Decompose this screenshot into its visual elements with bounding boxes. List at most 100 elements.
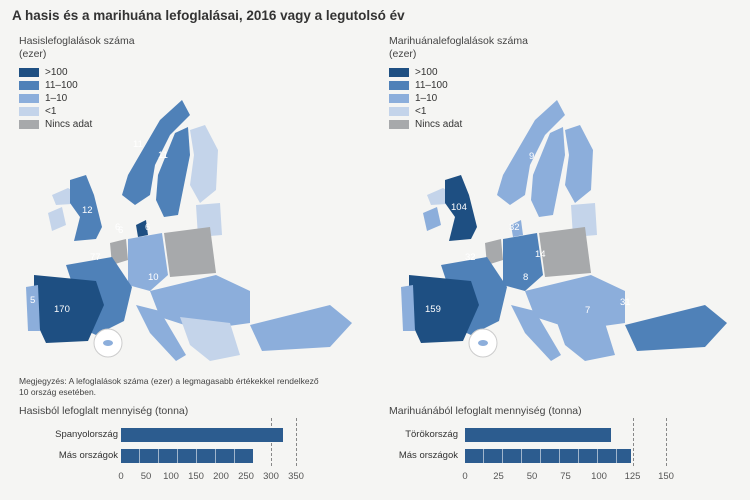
x-tick-label: 75 bbox=[560, 471, 571, 482]
bar-category-label: Spanyolország bbox=[55, 429, 118, 440]
map-country-denmark bbox=[136, 220, 148, 237]
legend-swatch bbox=[389, 94, 409, 103]
left-europe-map: 170 77 12 11 11 6 6 10 5 6 bbox=[26, 100, 352, 361]
map-country-denmark bbox=[511, 220, 523, 237]
map-country-poland bbox=[164, 227, 216, 277]
left-panel-title-line2: (ezer) bbox=[19, 48, 47, 60]
map-country-germany bbox=[128, 233, 168, 291]
x-tick-label: 100 bbox=[591, 471, 607, 482]
left-legend: >100 11–100 1–10 <1 Nincs adat bbox=[19, 66, 92, 131]
map-country-germany bbox=[503, 233, 543, 291]
right-europe-map: 159 104 32 32 14 31 9 8 7 bbox=[401, 100, 727, 361]
map-country-poland bbox=[539, 227, 591, 277]
legend-label: <1 bbox=[415, 106, 427, 117]
legend-item-gt100: >100 bbox=[389, 66, 462, 79]
legend-label: 1–10 bbox=[415, 93, 438, 104]
legend-item-gt100: >100 bbox=[19, 66, 92, 79]
legend-label: >100 bbox=[45, 67, 68, 78]
x-tick-label: 350 bbox=[288, 471, 304, 482]
map-label-norway: 11 bbox=[133, 139, 143, 150]
legend-label: Nincs adat bbox=[415, 119, 463, 130]
map-country-italy bbox=[511, 305, 561, 361]
map-country-malta bbox=[478, 340, 488, 346]
map-country-portugal bbox=[26, 285, 40, 331]
legend-swatch bbox=[389, 120, 409, 129]
bar bbox=[465, 428, 612, 442]
map-country-sweden bbox=[156, 127, 190, 217]
map-label-germany: 6 bbox=[145, 222, 150, 233]
bar bbox=[121, 428, 283, 442]
map-country-balkans bbox=[180, 317, 240, 361]
legend-swatch bbox=[19, 120, 39, 129]
legend-item-11-100: 11–100 bbox=[389, 79, 462, 92]
legend-swatch bbox=[389, 107, 409, 116]
gridline bbox=[666, 418, 667, 466]
map-country-ireland bbox=[423, 207, 441, 231]
bar-chart-title: Hasisból lefoglalt mennyiség (tonna) bbox=[19, 405, 189, 417]
legend-label: 11–100 bbox=[45, 80, 78, 91]
right-panel-title-line2: (ezer) bbox=[389, 48, 417, 60]
legend-swatch bbox=[19, 107, 39, 116]
map-country-finland bbox=[190, 125, 218, 203]
map-label-italy: 10 bbox=[148, 272, 159, 283]
legend-swatch bbox=[19, 81, 39, 90]
footnote: Megjegyzés: A lefoglalások száma (ezer) … bbox=[19, 376, 319, 397]
map-label-greece: 7 bbox=[585, 305, 590, 316]
map-label-benelux: 6 bbox=[115, 222, 120, 233]
legend-swatch bbox=[19, 68, 39, 77]
x-tick-label: 250 bbox=[238, 471, 254, 482]
x-tick-label: 50 bbox=[526, 471, 538, 482]
map-label-italy: 8 bbox=[523, 272, 528, 283]
map-label-denmark: 6 bbox=[118, 225, 123, 236]
right-panel-title: Marihuánalefoglalások száma (ezer) bbox=[389, 35, 528, 61]
x-tick-label: 0 bbox=[462, 471, 468, 482]
map-label-sweden: 11 bbox=[158, 150, 168, 161]
map-country-balkans bbox=[555, 317, 615, 361]
legend-item-1-10: 1–10 bbox=[19, 92, 92, 105]
map-label-spain: 170 bbox=[54, 304, 70, 315]
x-tick-label: 125 bbox=[624, 471, 641, 482]
bar-category-label: Törökország bbox=[405, 429, 458, 440]
x-tick-label: 150 bbox=[188, 471, 204, 482]
bar-category-label: Más országok bbox=[398, 450, 458, 461]
x-tick-label: 200 bbox=[213, 471, 229, 482]
x-tick-label: 0 bbox=[118, 471, 124, 482]
legend-label: 1–10 bbox=[45, 93, 68, 104]
left-panel-title: Hasislefoglalások száma (ezer) bbox=[19, 35, 135, 61]
legend-label: <1 bbox=[45, 106, 57, 117]
map-country-norway bbox=[122, 100, 190, 205]
map-country-benelux bbox=[485, 239, 503, 265]
map-label-france: 77 bbox=[90, 252, 101, 263]
legend-item-nodata: Nincs adat bbox=[389, 118, 462, 131]
map-label-sweden: 9 bbox=[529, 151, 534, 162]
legend-label: >100 bbox=[415, 67, 438, 78]
map-country-italy bbox=[136, 305, 186, 361]
legend-label: 11–100 bbox=[415, 80, 448, 91]
map-country-sweden bbox=[531, 127, 565, 217]
map-country-spain bbox=[409, 275, 479, 343]
map-label-portugal: 5 bbox=[30, 295, 35, 306]
map-label-spain: 159 bbox=[425, 304, 441, 315]
gridline bbox=[296, 418, 297, 466]
map-country-uk bbox=[70, 175, 102, 241]
map-country-malta bbox=[103, 340, 113, 346]
gridline bbox=[632, 418, 634, 466]
legend-item-lt1: <1 bbox=[389, 105, 462, 118]
x-tick-label: 50 bbox=[140, 471, 152, 482]
map-country-turkey bbox=[625, 305, 727, 351]
map-country-norway bbox=[497, 100, 565, 205]
bar-chart-title: Marihuánából lefoglalt mennyiség (tonna) bbox=[389, 405, 582, 417]
map-label-uk: 12 bbox=[82, 205, 93, 216]
left-panel-title-line1: Hasislefoglalások száma bbox=[19, 35, 135, 47]
x-tick-label: 100 bbox=[163, 471, 179, 482]
map-country-uk bbox=[445, 175, 477, 241]
x-tick-label: 300 bbox=[263, 471, 279, 482]
map-country-central-europe bbox=[525, 275, 625, 330]
right-panel-title-line1: Marihuánalefoglalások száma bbox=[389, 35, 528, 47]
map-label-uk: 104 bbox=[451, 202, 467, 213]
legend-item-1-10: 1–10 bbox=[389, 92, 462, 105]
map-label-france: 32 bbox=[465, 252, 476, 263]
gridline bbox=[271, 418, 272, 466]
right-legend: >100 11–100 1–10 <1 Nincs adat bbox=[389, 66, 462, 131]
legend-item-nodata: Nincs adat bbox=[19, 118, 92, 131]
